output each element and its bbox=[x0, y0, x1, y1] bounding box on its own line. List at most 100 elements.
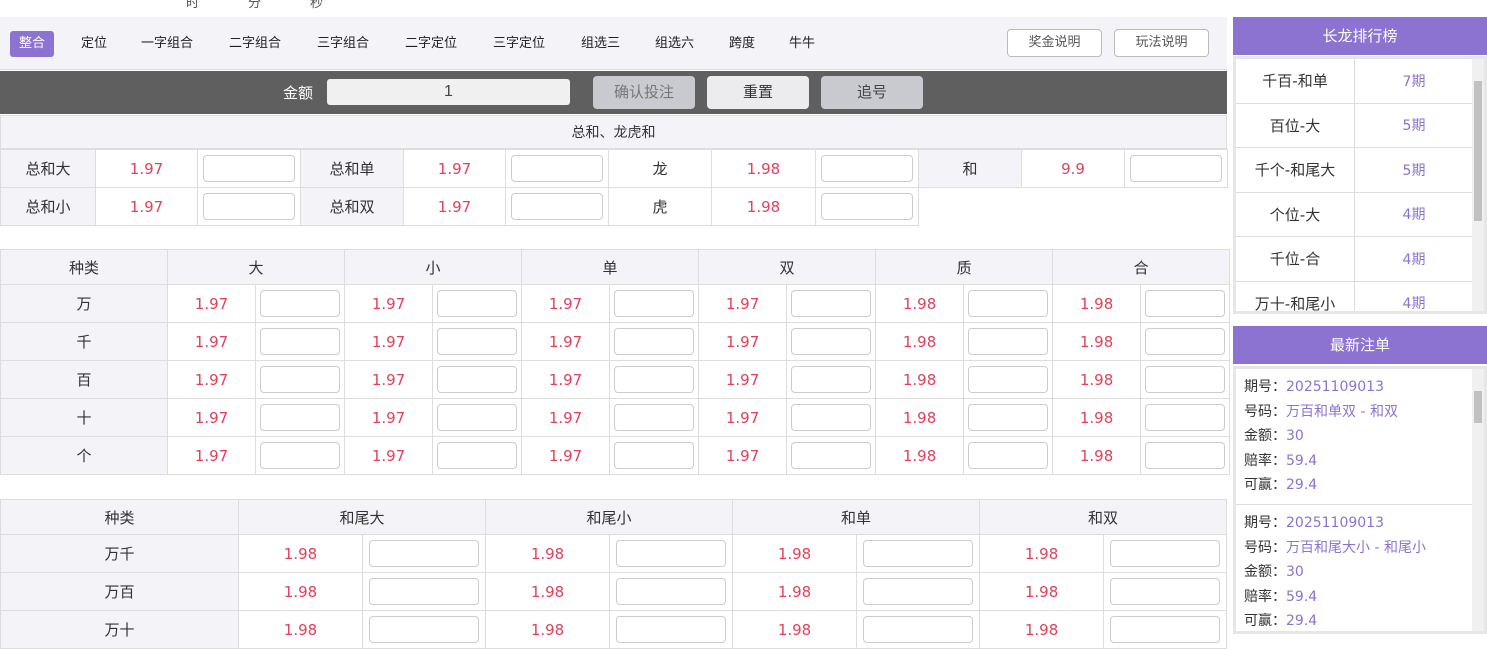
bet-amount-input[interactable] bbox=[1110, 540, 1220, 567]
bet-input-cell bbox=[432, 398, 523, 437]
bet-input-cell bbox=[786, 360, 877, 399]
bet-amount-input[interactable] bbox=[1110, 578, 1220, 605]
bet-amount-input[interactable] bbox=[614, 404, 694, 431]
odds-value: 1.97 bbox=[167, 436, 256, 475]
tab-0[interactable]: 整合 bbox=[10, 31, 55, 57]
odds-value: 1.97 bbox=[167, 398, 256, 437]
bet-amount-input[interactable] bbox=[791, 442, 871, 469]
rules-info-button[interactable]: 玩法说明 bbox=[1114, 29, 1209, 57]
bet-amount-input[interactable] bbox=[1145, 366, 1225, 393]
bet-input-cell bbox=[432, 360, 523, 399]
tab-6[interactable]: 三字定位 bbox=[493, 36, 546, 51]
bet-amount-input[interactable] bbox=[968, 404, 1048, 431]
bet-amount-input[interactable] bbox=[968, 290, 1048, 317]
odds-value: 1.98 bbox=[875, 398, 965, 437]
sum-section-title: 总和、龙虎和 bbox=[0, 115, 1227, 149]
bet-amount-input[interactable] bbox=[203, 193, 295, 220]
table-row: 万千 1.98 1.98 1.98 1.98 bbox=[0, 534, 1228, 573]
bet-amount-input[interactable] bbox=[968, 328, 1048, 355]
bet-input-cell bbox=[1140, 284, 1231, 323]
bet-amount-input[interactable] bbox=[863, 540, 973, 567]
bet-record: 期号：20251109013 号码：万百和尾大小 - 和尾小 金额：30 赔率：59.… bbox=[1236, 505, 1484, 631]
tab-3[interactable]: 二字组合 bbox=[229, 36, 282, 51]
bet-amount-input[interactable] bbox=[1145, 328, 1225, 355]
bet-amount-input[interactable] bbox=[437, 366, 517, 393]
bet-amount-input[interactable] bbox=[369, 578, 479, 605]
bet-amount-input[interactable] bbox=[260, 328, 340, 355]
field-label: 号码： bbox=[1244, 539, 1286, 556]
tab-5[interactable]: 二字定位 bbox=[405, 36, 458, 51]
tab-7[interactable]: 组选三 bbox=[581, 36, 621, 51]
table-row: 万 1.97 1.97 1.97 1.97 1.98 1.98 bbox=[0, 284, 1231, 323]
odds-value: 1.97 bbox=[521, 322, 611, 361]
bet-amount-input[interactable] bbox=[511, 193, 603, 220]
tab-9[interactable]: 跨度 bbox=[729, 36, 756, 51]
bets-scrollbar[interactable] bbox=[1472, 369, 1484, 631]
amount-input[interactable] bbox=[327, 79, 570, 105]
bet-amount-input[interactable] bbox=[968, 366, 1048, 393]
ranking-scrollbar[interactable] bbox=[1472, 59, 1484, 311]
bet-amount-input[interactable] bbox=[260, 290, 340, 317]
second-label: 秒 bbox=[310, 0, 324, 11]
bet-field: 金额：30 bbox=[1244, 424, 1476, 449]
bet-amount-input[interactable] bbox=[791, 290, 871, 317]
bet-amount-input[interactable] bbox=[614, 290, 694, 317]
bet-field: 号码：万百和尾大小 - 和尾小 bbox=[1244, 536, 1476, 561]
bet-amount-input[interactable] bbox=[437, 442, 517, 469]
bet-amount-input[interactable] bbox=[437, 328, 517, 355]
bet-amount-input[interactable] bbox=[1145, 290, 1225, 317]
bet-amount-input[interactable] bbox=[616, 616, 726, 643]
bet-amount-input[interactable] bbox=[260, 366, 340, 393]
odds-value: 1.97 bbox=[403, 149, 506, 188]
bet-amount-input[interactable] bbox=[821, 155, 913, 182]
reset-button[interactable]: 重置 bbox=[707, 76, 809, 109]
bet-amount-input[interactable] bbox=[614, 328, 694, 355]
column-header: 小 bbox=[344, 249, 523, 285]
tab-10[interactable]: 牛牛 bbox=[789, 36, 816, 51]
bet-amount-input[interactable] bbox=[511, 155, 603, 182]
odds-value: 9.9 bbox=[1021, 149, 1125, 188]
confirm-bet-button[interactable]: 确认投注 bbox=[593, 76, 695, 109]
bet-amount-input[interactable] bbox=[1110, 616, 1220, 643]
bet-amount-input[interactable] bbox=[791, 404, 871, 431]
tab-2[interactable]: 一字组合 bbox=[141, 36, 194, 51]
bet-amount-input[interactable] bbox=[1145, 404, 1225, 431]
tab-1[interactable]: 定位 bbox=[81, 36, 108, 51]
chase-button[interactable]: 追号 bbox=[821, 76, 923, 109]
tab-8[interactable]: 组选六 bbox=[655, 36, 695, 51]
bet-amount-input[interactable] bbox=[260, 404, 340, 431]
bet-amount-input[interactable] bbox=[1145, 442, 1225, 469]
bet-amount-input[interactable] bbox=[203, 155, 295, 182]
bet-amount-input[interactable] bbox=[437, 404, 517, 431]
bet-amount-input[interactable] bbox=[369, 616, 479, 643]
latest-bets-list: 期号：20251109013 号码：万百和单双 - 和双 金额：30 赔率：59.4 可… bbox=[1233, 366, 1487, 634]
odds-value: 1.97 bbox=[521, 284, 611, 323]
bet-amount-input[interactable] bbox=[614, 442, 694, 469]
bet-amount-input[interactable] bbox=[260, 442, 340, 469]
bet-input-cell bbox=[1140, 360, 1231, 399]
bet-amount-input[interactable] bbox=[616, 578, 726, 605]
prize-info-button[interactable]: 奖金说明 bbox=[1007, 29, 1102, 57]
ranking-periods: 4期 bbox=[1402, 296, 1426, 313]
bet-amount-input[interactable] bbox=[863, 578, 973, 605]
bet-amount-input[interactable] bbox=[614, 366, 694, 393]
odds-value: 1.98 bbox=[1052, 436, 1142, 475]
tab-4[interactable]: 三字组合 bbox=[317, 36, 370, 51]
bet-amount-input[interactable] bbox=[863, 616, 973, 643]
bet-amount-input[interactable] bbox=[821, 193, 913, 220]
ranking-periods: 7期 bbox=[1402, 73, 1426, 90]
row-label: 万 bbox=[0, 284, 168, 323]
bet-amount-input[interactable] bbox=[791, 328, 871, 355]
ranking-name: 百位-大 bbox=[1236, 103, 1355, 147]
field-value: 59.4 bbox=[1286, 588, 1318, 605]
bet-amount-input[interactable] bbox=[791, 366, 871, 393]
bet-amount-input[interactable] bbox=[369, 540, 479, 567]
bet-field: 可赢：29.4 bbox=[1244, 609, 1476, 631]
odds-value: 1.97 bbox=[698, 398, 788, 437]
bet-amount-input[interactable] bbox=[968, 442, 1048, 469]
odds-value: 1.97 bbox=[698, 360, 788, 399]
bet-amount-input[interactable] bbox=[1130, 155, 1222, 182]
field-label: 号码： bbox=[1244, 403, 1286, 420]
bet-amount-input[interactable] bbox=[616, 540, 726, 567]
bet-amount-input[interactable] bbox=[437, 290, 517, 317]
